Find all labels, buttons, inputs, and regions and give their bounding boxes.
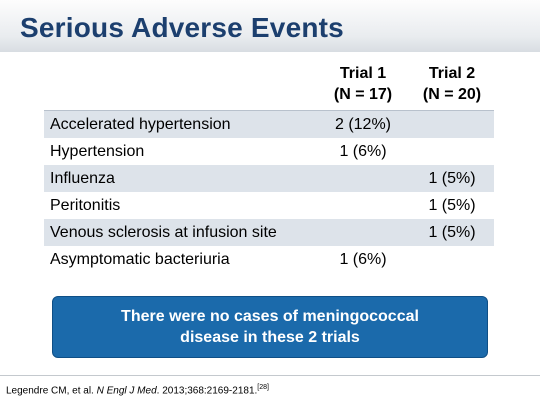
header-trial-2-name: Trial 2 [428, 65, 476, 82]
trial-1-value: 1 (6%) [339, 250, 387, 268]
header-trial-1-name: Trial 1 [339, 65, 387, 82]
trial-2-value [410, 138, 494, 165]
table-row: Accelerated hypertension 2 (12%) [44, 110, 494, 139]
header-trial-1: Trial 1 (N = 17) [316, 58, 410, 111]
table-row: Hypertension 1 (6%) [44, 138, 494, 165]
trial-2-value: 1 (5%) [428, 169, 476, 187]
table-row: Venous sclerosis at infusion site 1 (5%) [44, 219, 494, 246]
header-event [44, 58, 316, 111]
citation-reference-number: [28] [257, 384, 269, 391]
table-header-row: Trial 1 (N = 17) Trial 2 (N = 20) [44, 58, 494, 111]
event-name: Influenza [50, 169, 115, 187]
callout-text: There were no cases of meningococcal dis… [121, 308, 419, 346]
event-name: Peritonitis [50, 196, 121, 214]
trial-1-value [316, 192, 410, 219]
table-row: Asymptomatic bacteriuria 1 (6%) [44, 246, 494, 273]
trial-1-value: 1 (6%) [339, 142, 387, 160]
header-trial-2-n: (N = 20) [422, 86, 482, 103]
trial-2-value: 1 (5%) [428, 196, 476, 214]
citation-authors: Legendre CM, et al. [6, 385, 97, 397]
event-name: Hypertension [50, 142, 145, 160]
adverse-events-table-container: Trial 1 (N = 17) Trial 2 (N = 20) Accele… [44, 58, 494, 273]
trial-2-value [410, 111, 494, 139]
event-name: Asymptomatic bacteriuria [50, 250, 230, 268]
trial-1-value [316, 219, 410, 246]
adverse-events-table: Trial 1 (N = 17) Trial 2 (N = 20) Accele… [44, 58, 494, 273]
header-trial-2: Trial 2 (N = 20) [410, 58, 494, 111]
trial-2-value: 1 (5%) [428, 223, 476, 241]
slide-title: Serious Adverse Events [20, 12, 344, 43]
table-row: Peritonitis 1 (5%) [44, 192, 494, 219]
event-name: Venous sclerosis at infusion site [50, 223, 277, 241]
citation-details: . 2013;368:2169-2181. [156, 385, 258, 397]
table-row: Influenza 1 (5%) [44, 165, 494, 192]
citation: Legendre CM, et al. N Engl J Med. 2013;3… [6, 384, 269, 396]
title-bar: Serious Adverse Events [0, 0, 540, 52]
callout-box: There were no cases of meningococcal dis… [52, 296, 488, 358]
trial-1-value [316, 165, 410, 192]
header-trial-1-n: (N = 17) [333, 86, 393, 103]
citation-journal: N Engl J Med [96, 385, 157, 397]
event-name: Accelerated hypertension [50, 115, 231, 133]
trial-1-value: 2 (12%) [334, 115, 392, 133]
footer-divider [0, 375, 540, 376]
trial-2-value [410, 246, 494, 273]
